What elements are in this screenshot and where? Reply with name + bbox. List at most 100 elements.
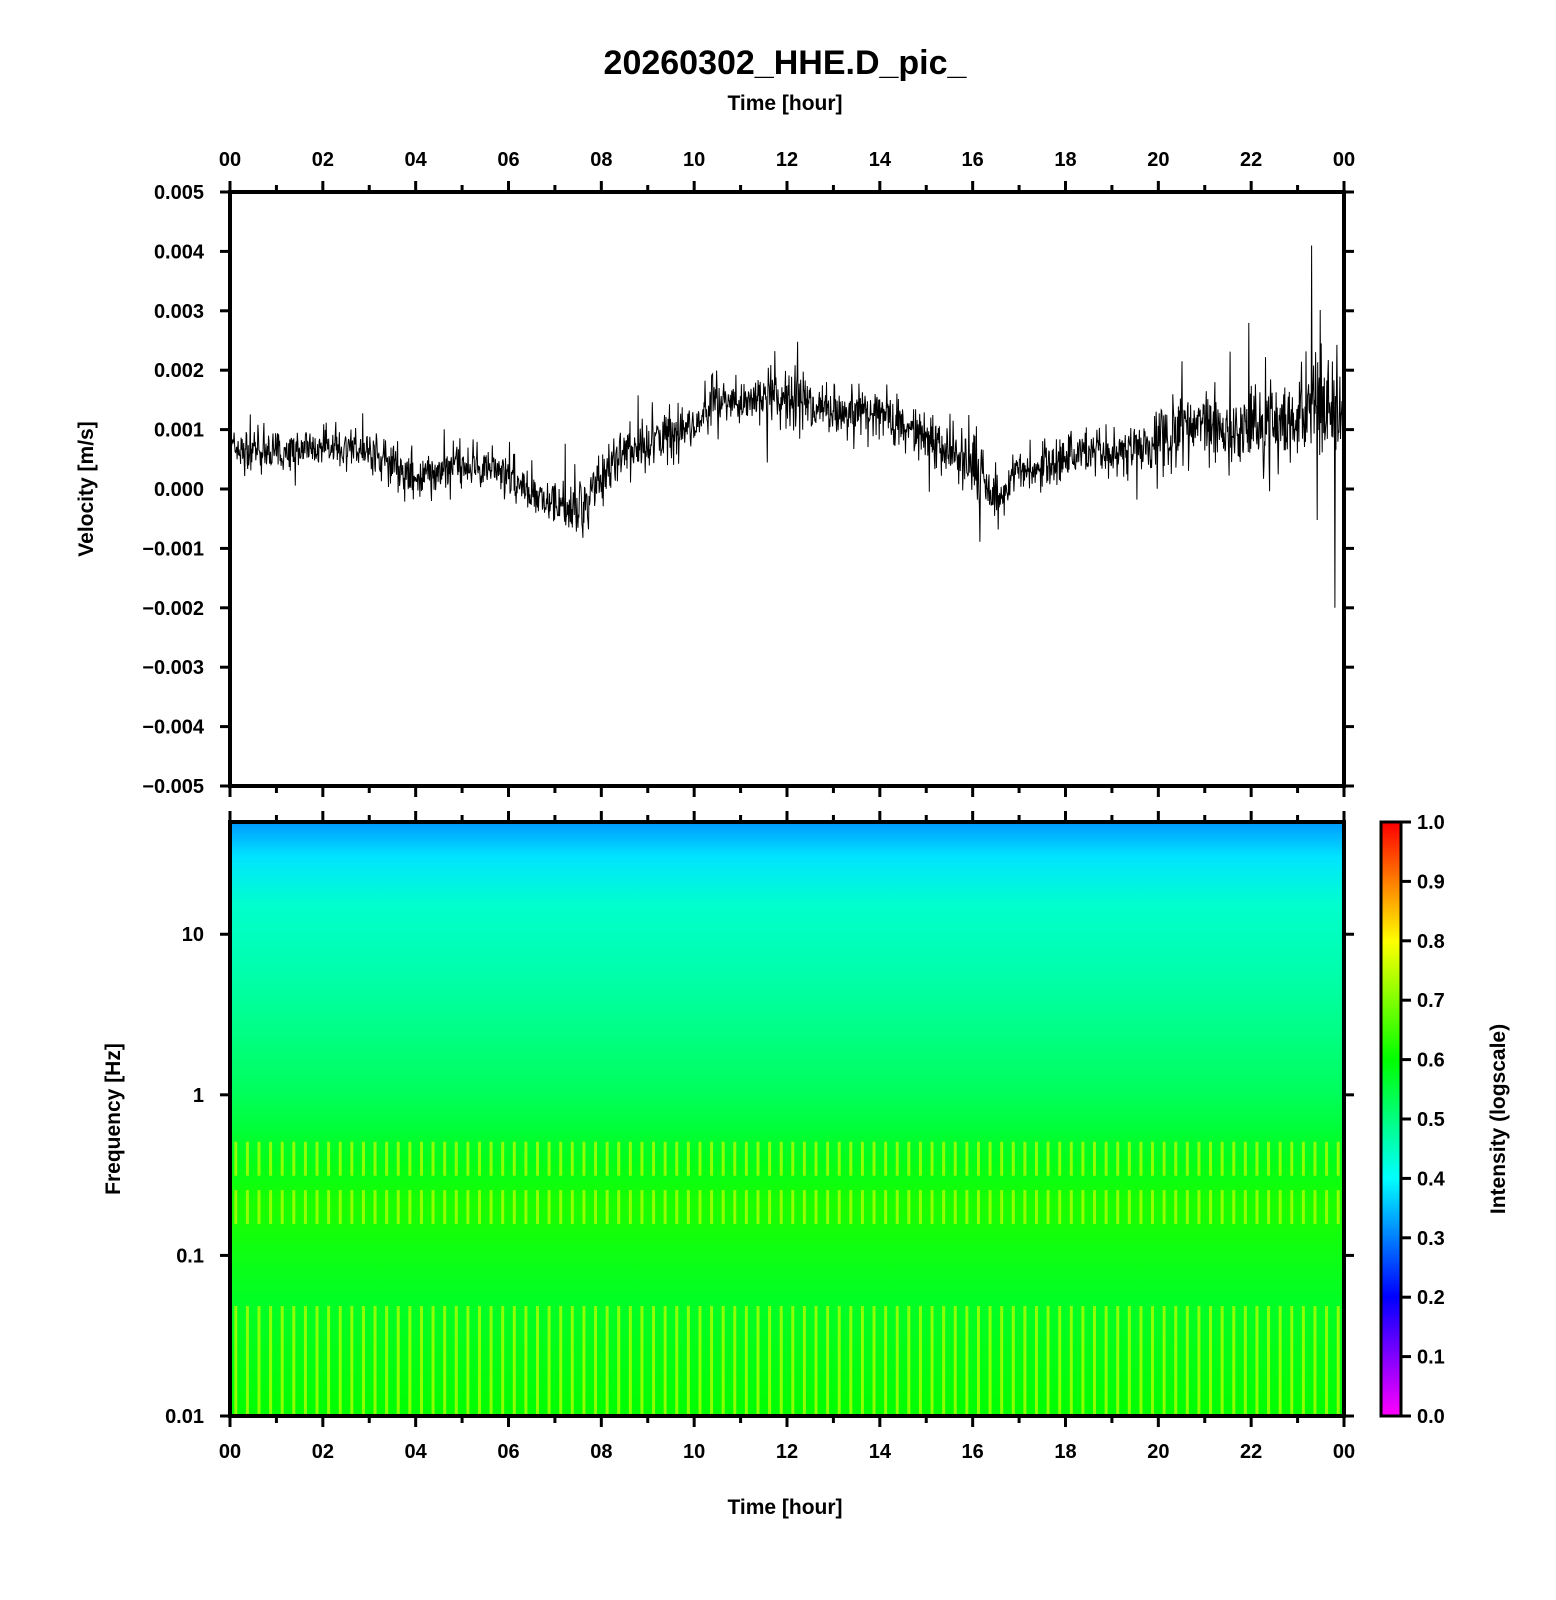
spectrogram-stripe — [628, 1141, 632, 1176]
spectrogram-stripe — [257, 1190, 261, 1225]
spectrogram-stripe — [895, 1306, 899, 1416]
spectrogram-stripe — [1325, 1190, 1329, 1225]
spectrogram-stripe — [512, 1190, 516, 1225]
spectrogram-stripe — [1232, 1141, 1236, 1176]
spectrogram-stripe — [884, 1190, 888, 1225]
velocity-y-tick-label: −0.002 — [142, 598, 204, 620]
spectrogram-stripe — [1336, 1306, 1340, 1416]
spectrogram-panel: 00 02 04 06 08 10 12 14 16 18 20 22 00 10 1 0.1 0.01 Fre… — [102, 811, 1355, 1519]
spectrogram-stripe — [710, 1306, 714, 1416]
spectrogram-stripe — [1046, 1306, 1050, 1416]
spectrogram-stripe — [1000, 1190, 1004, 1225]
spectrogram-stripe — [454, 1141, 458, 1176]
spectrogram-stripe — [1197, 1306, 1201, 1416]
spectrogram-stripe — [675, 1306, 679, 1416]
spectrogram-stripe — [512, 1141, 516, 1176]
colorbar-tick-label: 0.1 — [1417, 1347, 1445, 1369]
velocity-y-tick-label: −0.004 — [142, 717, 205, 739]
spectrogram-stripe — [361, 1306, 365, 1416]
spectrogram-stripe — [361, 1141, 365, 1176]
spectrogram-stripe — [663, 1141, 667, 1176]
spectrogram-stripe — [686, 1306, 690, 1416]
spectrogram-stripe — [1243, 1190, 1247, 1225]
spectrogram-stripe — [744, 1141, 748, 1176]
spectrogram-stripe — [408, 1190, 412, 1225]
spectrogram-stripe — [1255, 1306, 1259, 1416]
spectrogram-stripe — [698, 1190, 702, 1225]
bottom-x-tick-label: 00 — [1333, 1441, 1355, 1463]
spectrogram-stripe — [1255, 1141, 1259, 1176]
colorbar-tick-label: 1.0 — [1417, 812, 1445, 834]
spectrogram-stripe — [1093, 1306, 1097, 1416]
spectrogram-stripe — [884, 1141, 888, 1176]
spectrogram-stripe — [396, 1190, 400, 1225]
spectrogram-stripe — [443, 1141, 447, 1176]
spectrogram-stripe — [245, 1190, 249, 1225]
spectrogram-stripe — [988, 1306, 992, 1416]
spectrogram-stripe — [501, 1141, 505, 1176]
spectrogram-stripe — [1116, 1306, 1120, 1416]
spectrogram-stripe — [1104, 1141, 1108, 1176]
spectrogram-stripe — [1209, 1306, 1213, 1416]
spectrogram-stripe — [454, 1190, 458, 1225]
spectrogram-stripe — [860, 1306, 864, 1416]
velocity-y-tick-label: 0.003 — [154, 301, 204, 323]
spectrogram-stripe — [466, 1306, 470, 1416]
spectrogram-stripe — [779, 1190, 783, 1225]
spectrogram-stripe — [582, 1306, 586, 1416]
spectrogram-stripe — [1151, 1141, 1155, 1176]
spectrogram-stripe — [1232, 1306, 1236, 1416]
spectrogram-stripe — [280, 1190, 284, 1225]
spectrogram-stripe — [1313, 1141, 1317, 1176]
spectrogram-stripe — [791, 1190, 795, 1225]
spectrogram-stripe — [280, 1306, 284, 1416]
spectrogram-stripe — [675, 1190, 679, 1225]
top-x-tick-label: 00 — [1333, 149, 1355, 171]
spectrogram-stripe — [768, 1141, 772, 1176]
spectrogram-stripe — [1034, 1190, 1038, 1225]
spectrogram-stripe — [1255, 1190, 1259, 1225]
spectrogram-stripe — [1174, 1306, 1178, 1416]
spectrogram-stripe — [1116, 1141, 1120, 1176]
top-x-tick-label: 10 — [683, 149, 705, 171]
spectrogram-stripe — [1011, 1141, 1015, 1176]
spectrogram-stripe — [524, 1190, 528, 1225]
spectrogram-stripe — [466, 1190, 470, 1225]
spectrogram-stripe — [1139, 1190, 1143, 1225]
spectrogram-stripe — [1290, 1141, 1294, 1176]
spectrogram-stripe — [1267, 1306, 1271, 1416]
spectrogram-stripe — [710, 1141, 714, 1176]
spectrogram-stripe — [1023, 1190, 1027, 1225]
spectrogram-stripe — [721, 1190, 725, 1225]
spectrogram-stripe — [605, 1306, 609, 1416]
spectrogram-stripe — [895, 1190, 899, 1225]
spectrogram-stripe — [1023, 1141, 1027, 1176]
spectrogram-stripe — [489, 1306, 493, 1416]
spectrogram-stripe — [1081, 1141, 1085, 1176]
spectrogram-stripe — [373, 1141, 377, 1176]
spectrogram-stripe — [605, 1190, 609, 1225]
spectrogram-stripe — [976, 1190, 980, 1225]
spectrogram-stripe — [431, 1141, 435, 1176]
spectrogram-stripe — [652, 1141, 656, 1176]
spectrogram-stripe — [559, 1306, 563, 1416]
spectrogram-stripe — [1069, 1306, 1073, 1416]
spectrogram-stripe — [1162, 1306, 1166, 1416]
spectrogram-stripe — [350, 1141, 354, 1176]
spectrogram-stripe — [570, 1190, 574, 1225]
spectrogram-stripe — [1000, 1306, 1004, 1416]
spectrogram-stripe — [419, 1306, 423, 1416]
top-x-tick-label: 12 — [776, 149, 798, 171]
spectrogram-stripe — [547, 1190, 551, 1225]
spectrogram-stripe — [338, 1306, 342, 1416]
spectrogram-stripe — [1069, 1190, 1073, 1225]
spectrogram-stripe — [594, 1306, 598, 1416]
spectrogram-stripe — [559, 1141, 563, 1176]
top-x-axis-label: Time [hour] — [727, 92, 842, 115]
spectrogram-stripe — [1139, 1306, 1143, 1416]
spectrogram-stripe — [826, 1141, 830, 1176]
bottom-x-tick-label: 12 — [776, 1441, 798, 1463]
spectrogram-stripe — [303, 1141, 307, 1176]
spectrogram-stripe — [1151, 1306, 1155, 1416]
